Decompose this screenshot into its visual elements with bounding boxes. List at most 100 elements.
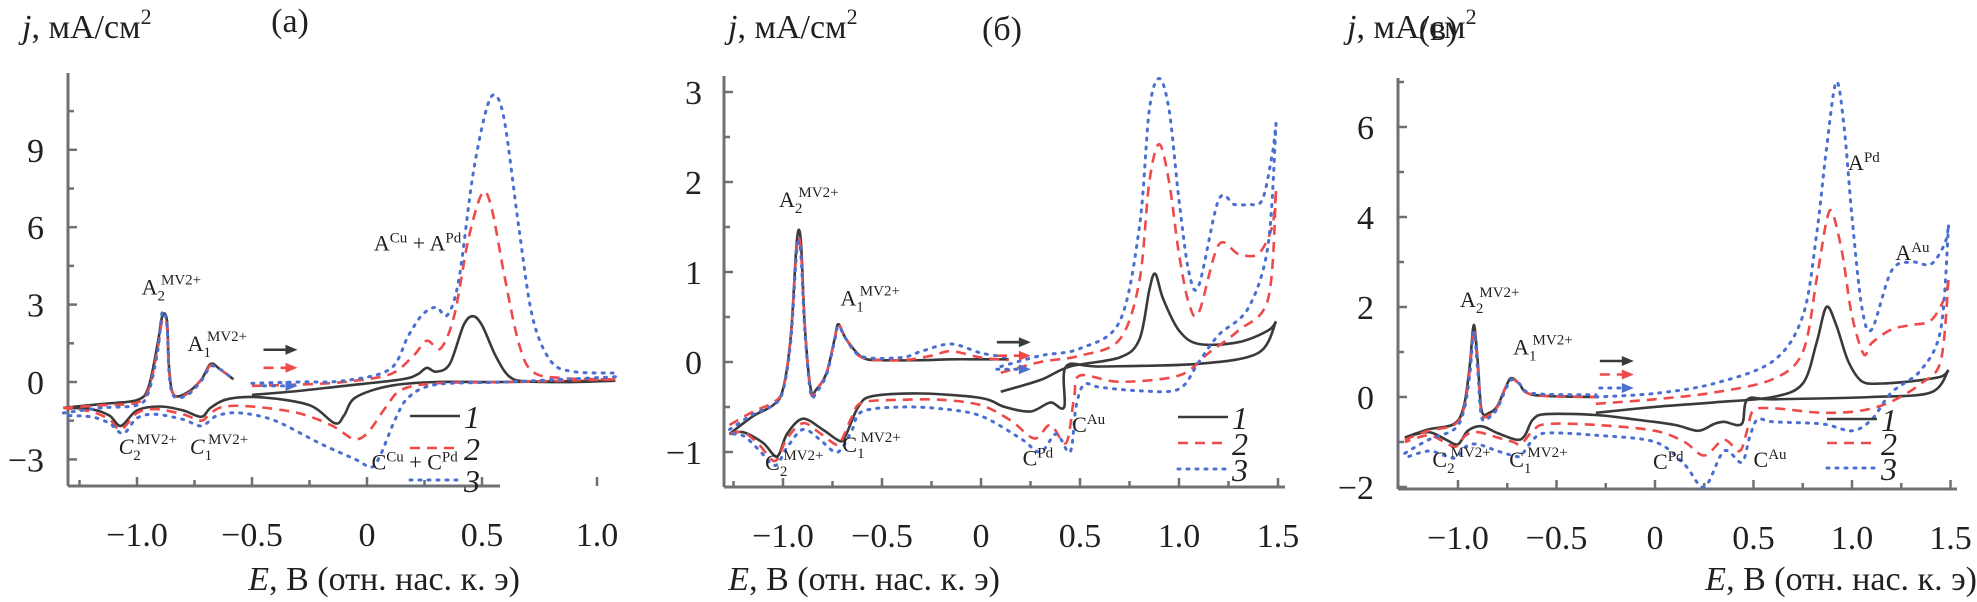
x-tick-label: 1.0 [576, 517, 619, 554]
annotation-base: C [1754, 447, 1769, 472]
annotation-sup: MV2+ [1451, 445, 1491, 461]
annotation-base: C [190, 434, 205, 459]
annotation-sup: Pd [1668, 449, 1684, 465]
annotation-base: C [119, 434, 134, 459]
y-axis-title-var: j [18, 9, 31, 46]
annotation-sup: Au [1768, 447, 1787, 463]
peak-annotation: A2MV2+ [779, 185, 839, 217]
series-line [729, 190, 1278, 463]
legend-label: 2 [464, 431, 480, 467]
scan-direction-arrow-head [285, 344, 298, 355]
peak-annotation: AAu [1895, 240, 1930, 265]
y-tick-label: −1 [666, 435, 702, 472]
x-axis-title-rest: , В (отн. нас. к. э) [749, 561, 1000, 598]
series-line [1404, 369, 1950, 446]
x-axis-title: E, В (отн. нас. к. э) [247, 561, 520, 598]
annotation-base: C [1653, 449, 1668, 474]
legend-label: 1 [464, 399, 480, 435]
annotation-sup: Cu [390, 230, 408, 246]
scan-direction-arrow-head [1018, 337, 1031, 348]
x-tick-label: 0.5 [461, 517, 504, 554]
x-tick-label: 0 [359, 517, 376, 554]
annotation-base: A [1895, 240, 1911, 265]
x-tick-label: −1.0 [752, 518, 814, 555]
annotation-base: C [427, 450, 442, 475]
annotation-sup: MV2+ [783, 448, 823, 464]
scan-direction-arrow-head [1621, 356, 1634, 366]
peak-annotation: A1MV2+ [1513, 332, 1573, 364]
series-line [728, 228, 1009, 436]
annotation-base: A [779, 187, 795, 212]
annotation-sub: 1 [856, 299, 864, 315]
series-line [1403, 224, 1950, 489]
annotation-sup: MV2+ [1533, 332, 1573, 348]
series-line [728, 122, 1278, 467]
annotation-sub: 2 [1476, 301, 1484, 317]
x-axis-title-rest: , В (отн. нас. к. э) [1726, 561, 1977, 598]
x-tick-label: 0 [973, 518, 990, 555]
series-line [1404, 279, 1950, 457]
y-tick-label: 3 [685, 75, 702, 112]
annotation-sup: MV2+ [207, 329, 247, 345]
annotation-base: A [142, 274, 158, 299]
annotation-plus: + [404, 450, 427, 475]
annotation-base: A [1460, 287, 1476, 312]
y-axis-title-sup: 2 [1466, 4, 1477, 29]
x-tick-label: −0.5 [1526, 520, 1588, 557]
y-tick-label: −3 [8, 442, 44, 479]
series-1 [63, 312, 616, 428]
annotation-sup: MV2+ [860, 283, 900, 299]
x-tick-label: 0.5 [1732, 520, 1775, 557]
annotation-sup: Au [1911, 240, 1930, 256]
series-3 [61, 93, 617, 469]
panel-label: (в) [1419, 11, 1458, 48]
series-line [1000, 142, 1278, 375]
y-axis-title: j, мА/см2 [18, 4, 152, 46]
scan-direction-arrow-head [1621, 369, 1634, 380]
y-tick-label: 6 [1357, 110, 1374, 147]
annotation-sup: MV2+ [1479, 285, 1519, 301]
y-tick-label: 0 [27, 365, 44, 402]
x-tick-label: 0 [1647, 520, 1664, 557]
legend-label: 2 [1232, 426, 1248, 462]
y-axis-title-unit: , мА/см [737, 9, 846, 46]
x-axis-title-var: E [1704, 561, 1726, 598]
x-tick-label: −1.0 [106, 517, 168, 554]
y-tick-label: 6 [27, 210, 44, 247]
series-line [61, 309, 236, 415]
x-tick-label: 1.0 [1158, 518, 1201, 555]
y-tick-label: 2 [685, 165, 702, 202]
panel-label: (б) [982, 11, 1022, 48]
series-line [1595, 305, 1950, 415]
annotation-base: C [1072, 412, 1087, 437]
peak-annotation: C1MV2+ [842, 430, 900, 462]
annotation-sup: MV2+ [208, 432, 248, 448]
annotation-sub: 1 [1529, 348, 1537, 364]
y-axis-title-sup: 2 [141, 4, 152, 29]
x-axis-title: E, В (отн. нас. к. э) [727, 561, 1000, 598]
panel-label: (a) [271, 3, 309, 40]
x-tick-label: −1.0 [1427, 520, 1489, 557]
legend-label: 3 [1231, 452, 1248, 488]
legend-label: 3 [463, 463, 480, 499]
peak-annotation: C2MV2+ [765, 448, 823, 480]
annotation-sup: MV2+ [861, 430, 901, 446]
annotation-base: A [374, 230, 390, 255]
x-tick-label: 0.5 [1059, 518, 1102, 555]
annotation-base: C [1023, 446, 1038, 471]
annotation-sub: 1 [857, 446, 865, 462]
series-line [1403, 330, 1598, 455]
annotation-sup: MV2+ [137, 432, 177, 448]
y-tick-label: −2 [1338, 470, 1374, 507]
peak-annotation: A2MV2+ [142, 272, 202, 304]
annotation-sup: Au [1087, 412, 1106, 428]
annotation-sup: Cu [386, 450, 404, 466]
annotation-base: C [1509, 447, 1524, 472]
legend-label: 2 [1881, 426, 1897, 462]
series-line [251, 190, 616, 388]
y-axis-title-sup: 2 [847, 4, 858, 29]
peak-annotation: CCu + CPd [372, 450, 459, 475]
annotation-sub: 2 [1447, 461, 1455, 477]
series-line [728, 235, 1009, 427]
